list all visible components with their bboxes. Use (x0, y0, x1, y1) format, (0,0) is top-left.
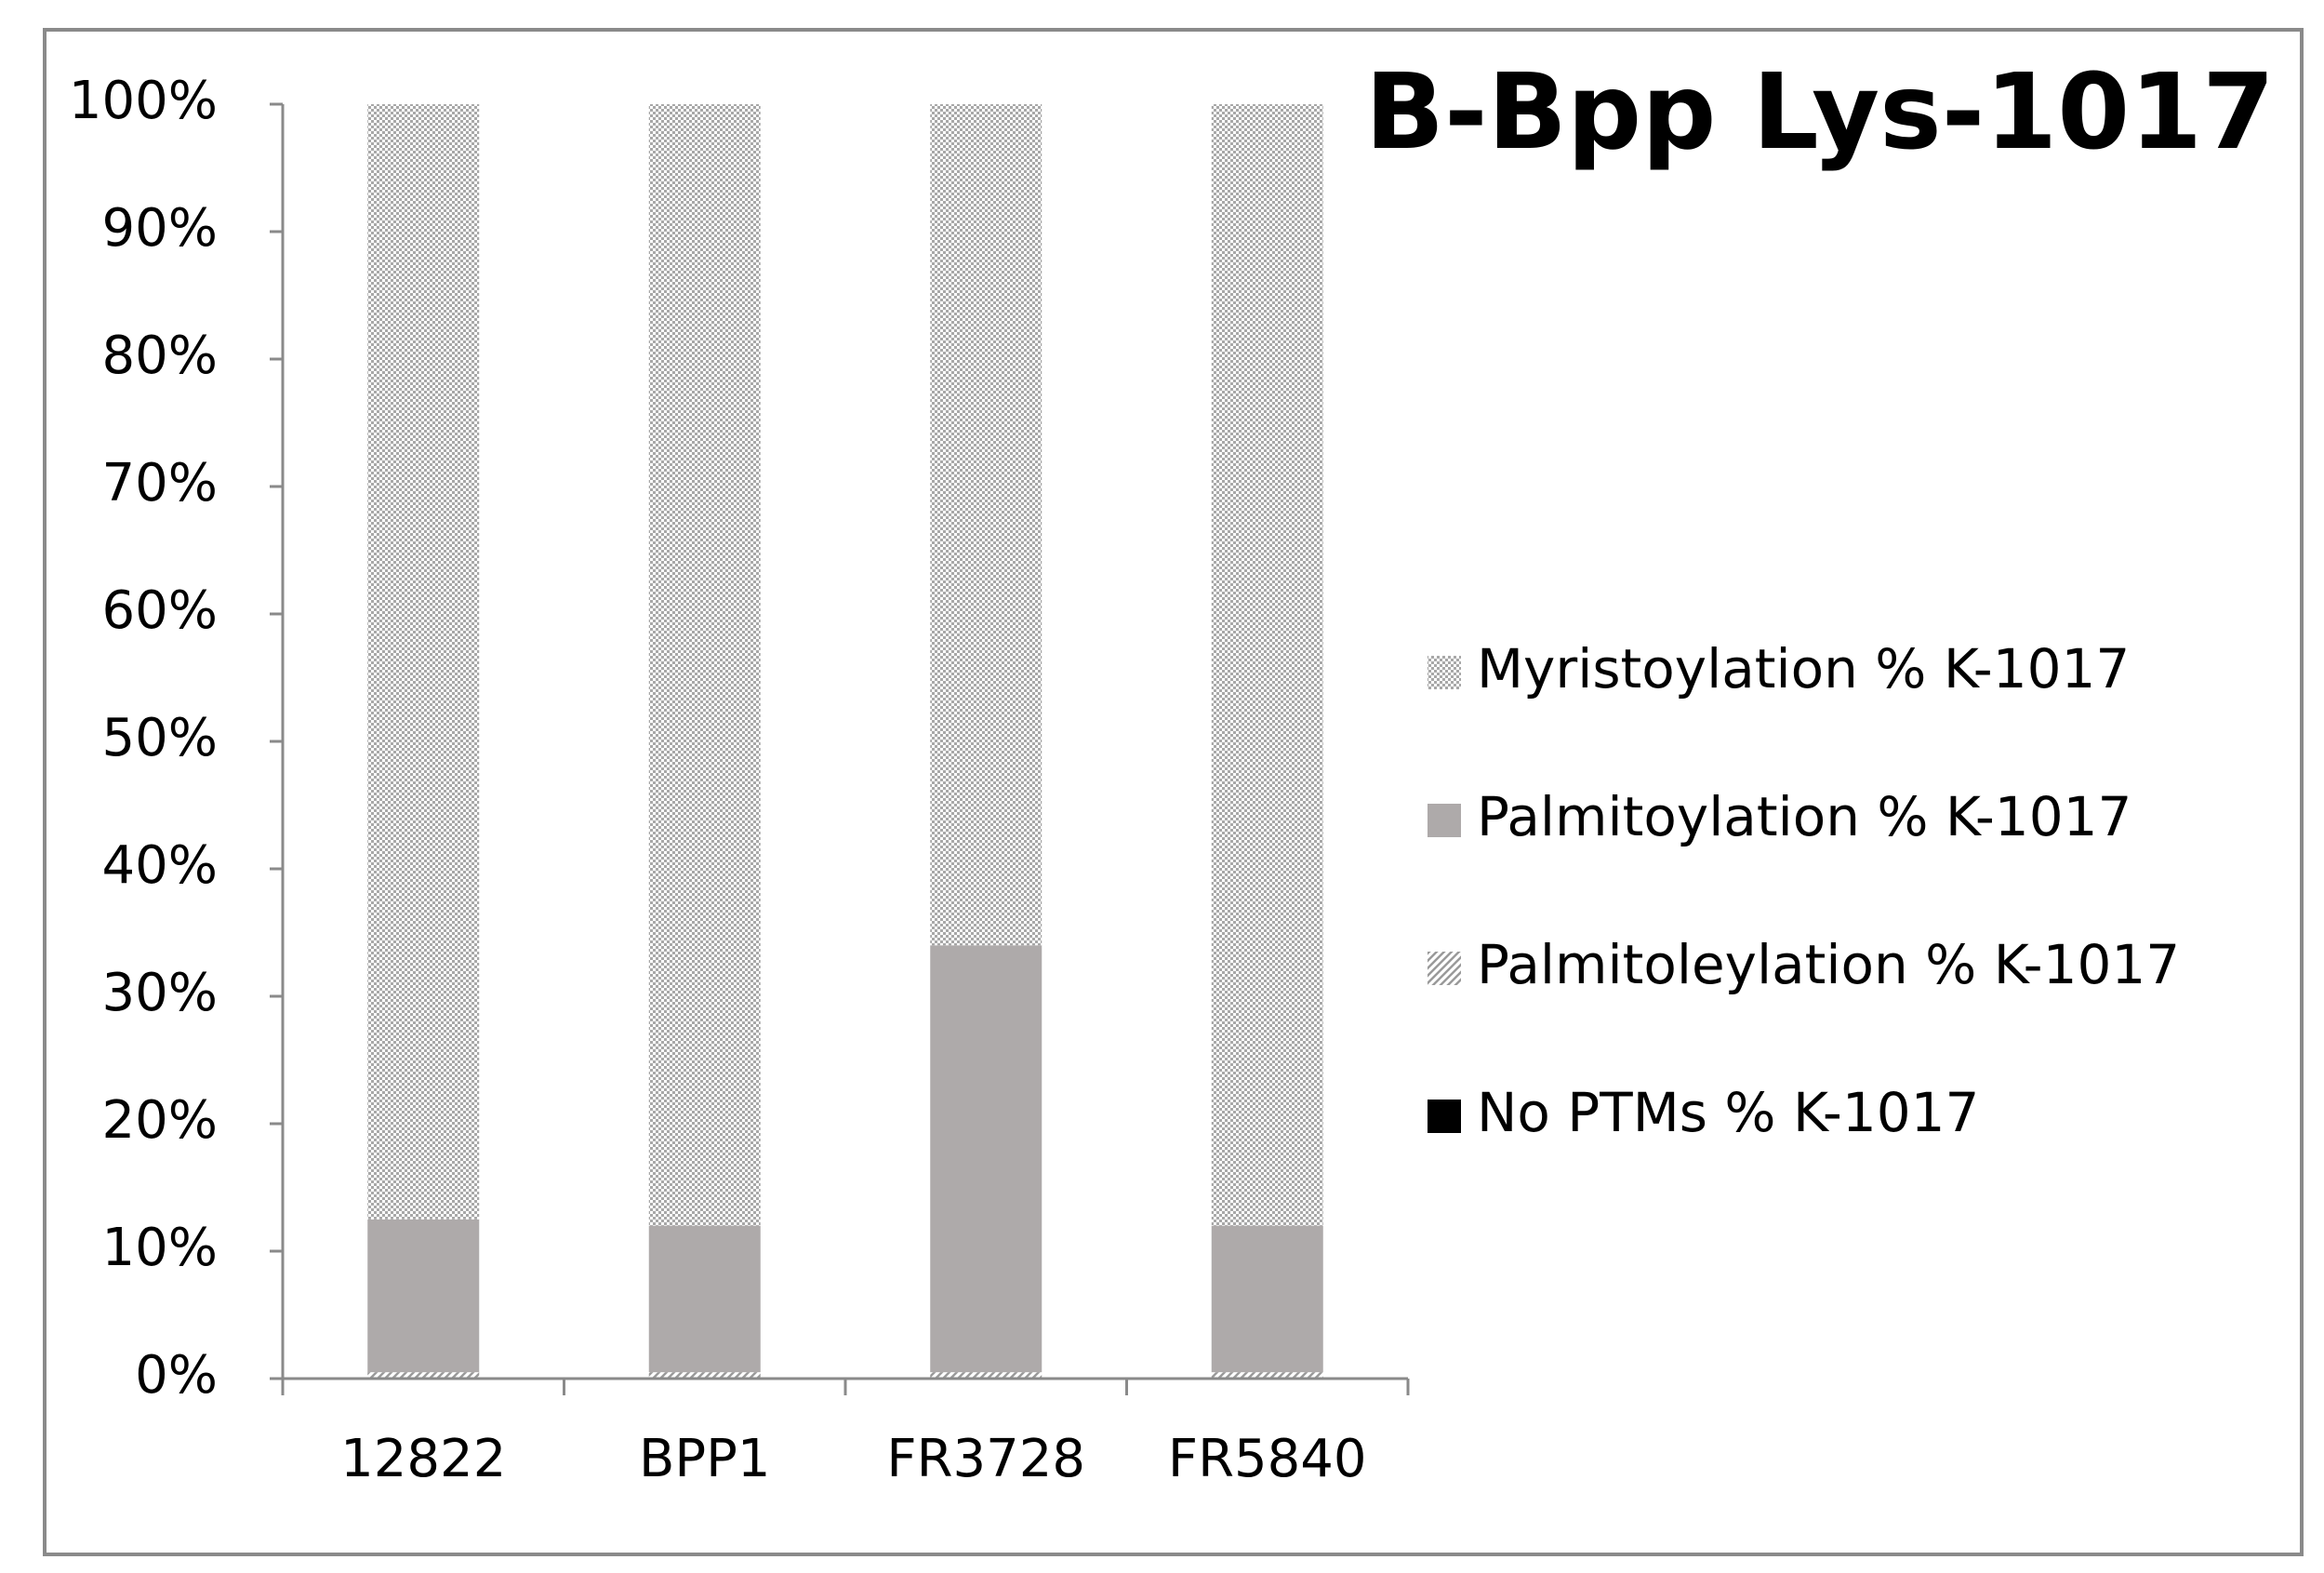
x-tick-label: FR3728 (886, 1429, 1085, 1489)
x-tick-label: FR5840 (1168, 1429, 1367, 1489)
y-tick-label: 0% (135, 1345, 218, 1406)
y-tick-label: 20% (102, 1090, 218, 1151)
legend-label: No PTMs % K-1017 (1477, 1081, 1979, 1144)
y-tick-label: 70% (102, 453, 218, 513)
bar-segment (930, 945, 1042, 1373)
legend-swatch (1428, 656, 1461, 689)
y-tick-label: 100% (69, 71, 218, 131)
bar-segment (367, 1372, 480, 1379)
y-tick-label: 90% (102, 198, 218, 259)
y-tick-label: 10% (102, 1218, 218, 1278)
bar-segment (930, 1372, 1042, 1379)
y-tick-label: 80% (102, 326, 218, 386)
legend-swatch (1428, 804, 1461, 837)
y-tick-label: 50% (102, 708, 218, 768)
bar-segment (648, 1372, 761, 1379)
y-tick-label: 30% (102, 963, 218, 1023)
bar-segment (367, 1219, 480, 1373)
chart-title: B-Bpp Lys-1017 (1365, 52, 2275, 173)
bar-segment (648, 104, 761, 1226)
bar-segment (930, 104, 1042, 946)
legend-label: Myristoylation % K-1017 (1477, 637, 2130, 700)
legend-swatch (1428, 952, 1461, 985)
bar-segment (1211, 1225, 1323, 1373)
y-tick-label: 40% (102, 835, 218, 896)
y-tick-label: 60% (102, 580, 218, 641)
legend-label: Palmitoleylation % K-1017 (1477, 933, 2180, 996)
bar-segment (367, 104, 480, 1220)
legend-swatch (1428, 1100, 1461, 1133)
x-tick-label: BPP1 (639, 1429, 771, 1489)
x-tick-label: 12822 (340, 1429, 506, 1489)
bar-segment (1211, 104, 1323, 1226)
bar-segment (1211, 1372, 1323, 1379)
bar-segment (648, 1225, 761, 1373)
legend-label: Palmitoylation % K-1017 (1477, 785, 2131, 848)
